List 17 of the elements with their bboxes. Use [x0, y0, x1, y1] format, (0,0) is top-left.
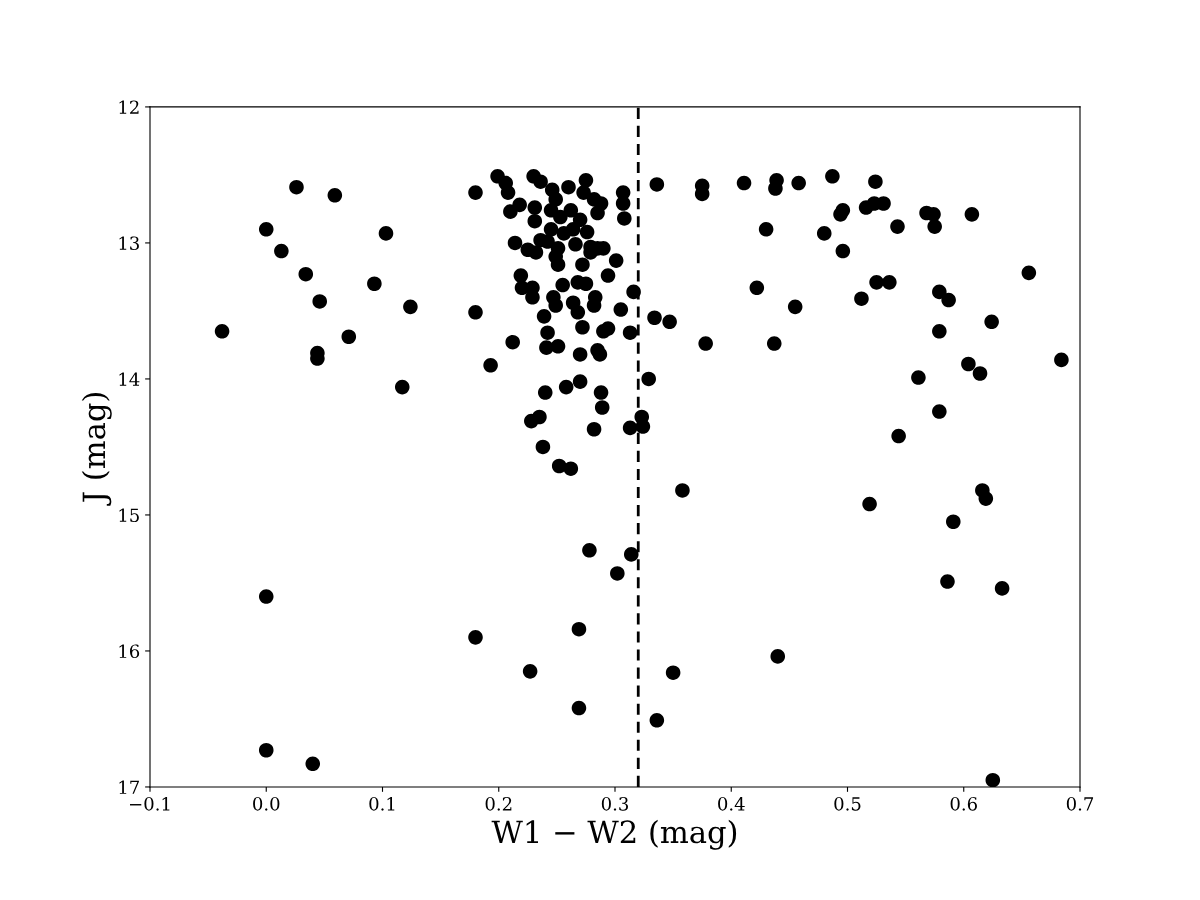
x-tick-label: 0.3 — [601, 797, 629, 811]
y-tick-label: 12 — [119, 100, 139, 114]
x-tick-label: 0.1 — [369, 797, 395, 811]
y-tick-label: 14 — [119, 372, 140, 386]
y-tick-label: 15 — [119, 508, 139, 523]
y-axis-title: J (mag) — [81, 393, 112, 506]
x-tick-label: 0.0 — [253, 797, 280, 811]
x-tick-label: 0.4 — [718, 797, 745, 811]
x-tick-label: 0.7 — [1066, 797, 1094, 811]
x-tick-label: 0.5 — [834, 797, 861, 811]
x-axis-title: W1 − W2 (mag) — [491, 819, 737, 850]
y-tick-label: 16 — [119, 644, 140, 659]
x-tick-label: 0.6 — [950, 797, 977, 811]
y-tick-label: 13 — [119, 236, 139, 251]
x-tick-label: −0.1 — [129, 797, 170, 811]
x-tick-label: 0.2 — [485, 797, 512, 811]
y-tick-label: 17 — [119, 780, 139, 794]
